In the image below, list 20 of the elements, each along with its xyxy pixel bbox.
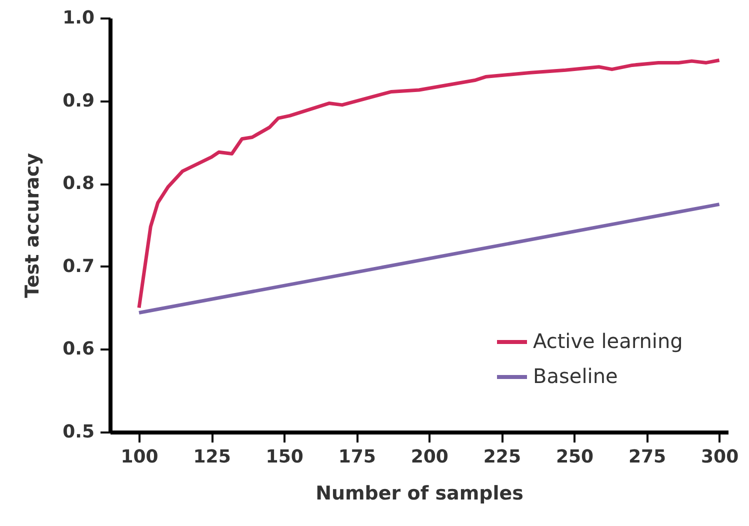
legend-label: Active learning (533, 329, 683, 353)
legend-label: Baseline (533, 364, 618, 388)
y-tick-label: 0.9 (62, 90, 94, 112)
x-tick-label: 250 (556, 446, 594, 468)
y-tick-label: 0.8 (62, 173, 94, 194)
y-tick-label: 0.6 (62, 338, 94, 360)
y-tick-label: 0.5 (62, 422, 94, 442)
x-tick-label: 125 (193, 446, 231, 468)
line-series (137, 58, 722, 310)
x-tick-label: 175 (338, 446, 376, 468)
x-tick-label: 300 (701, 446, 739, 468)
x-tick-label: 150 (266, 446, 304, 468)
x-tick-label: 275 (628, 446, 666, 468)
x-tick-label: 100 (120, 446, 158, 468)
y-axis-title: Test accuracy (22, 152, 44, 298)
x-tick-label: 225 (483, 446, 521, 468)
x-tick-label: 200 (410, 446, 448, 468)
y-tick-label: 0.7 (62, 256, 94, 277)
x-axis-title: Number of samples (316, 482, 524, 504)
y-tick-label: 1.0 (62, 8, 94, 28)
